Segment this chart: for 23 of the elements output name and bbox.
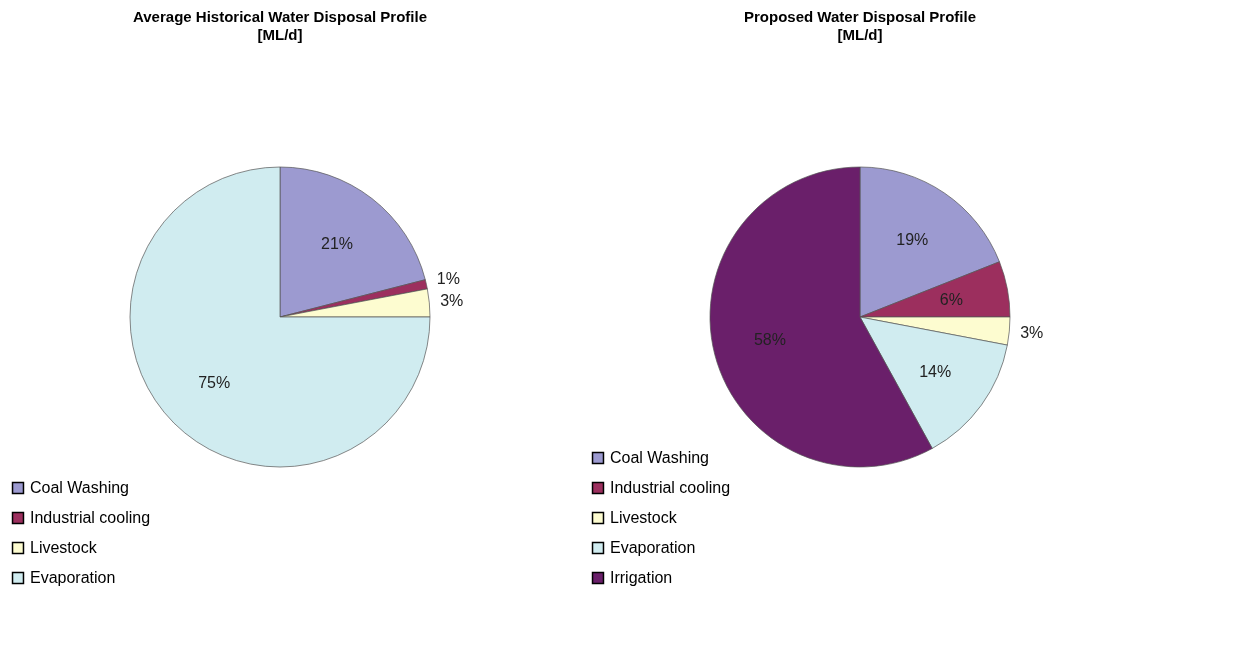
- legend-label: Livestock: [610, 509, 678, 526]
- data-label: 58%: [753, 331, 786, 349]
- data-label: 3%: [1020, 324, 1044, 342]
- legend-label: Evaporation: [30, 569, 116, 586]
- legend-label: Irrigation: [610, 569, 673, 586]
- legend-label: Industrial cooling: [610, 479, 731, 496]
- legend-label: Livestock: [30, 539, 98, 556]
- data-label: 19%: [896, 231, 929, 249]
- legend-label: Industrial cooling: [30, 509, 151, 526]
- chart-title: Average Historical Water Disposal Profile: [133, 8, 427, 25]
- data-label: 3%: [440, 291, 464, 309]
- data-label: 21%: [320, 234, 354, 252]
- legend-label: Coal Washing: [30, 479, 130, 496]
- legend-label: Evaporation: [610, 539, 696, 556]
- chart-subtitle: [ML/d]: [257, 26, 303, 43]
- data-label: 6%: [939, 290, 963, 308]
- legend-label: Coal Washing: [610, 449, 710, 466]
- pie-slice: [129, 166, 431, 468]
- chart-title: Proposed Water Disposal Profile: [744, 8, 976, 25]
- data-label: 1%: [436, 270, 460, 288]
- data-label: 75%: [198, 373, 231, 391]
- data-label: 14%: [919, 362, 952, 380]
- chart-subtitle: [ML/d]: [837, 26, 883, 43]
